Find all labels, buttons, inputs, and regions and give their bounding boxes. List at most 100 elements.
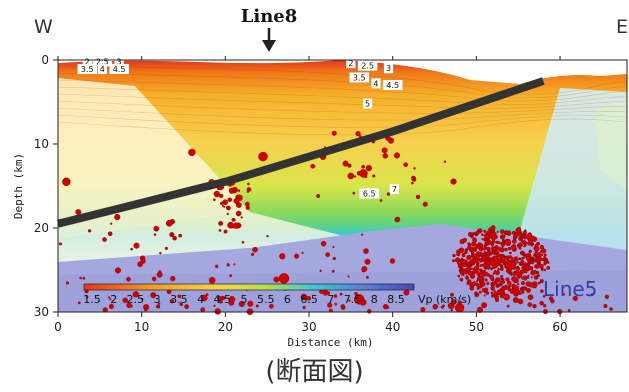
- earthquake: [474, 254, 480, 260]
- earthquake: [200, 294, 208, 302]
- earthquake: [266, 234, 269, 238]
- earthquake: [226, 212, 229, 216]
- colorbar-tick-label: 4.5: [214, 293, 232, 306]
- contour-label-box: [82, 56, 92, 67]
- earthquake: [527, 259, 531, 264]
- earthquake: [537, 281, 541, 285]
- line8-label: Line8: [241, 6, 298, 27]
- earthquake: [218, 229, 222, 232]
- earthquake: [122, 297, 129, 304]
- earthquake: [590, 293, 594, 296]
- earthquake: [228, 187, 235, 194]
- contour-label-box: [114, 56, 124, 67]
- earthquake: [481, 255, 487, 261]
- earthquake: [226, 263, 230, 267]
- earthquake: [386, 192, 391, 196]
- earthquake: [218, 221, 224, 226]
- earthquake: [513, 278, 519, 284]
- earthquake: [516, 261, 519, 264]
- x-tick-label: 20: [218, 320, 233, 334]
- earthquake: [540, 267, 544, 271]
- earthquake: [490, 281, 496, 287]
- earthquake: [527, 302, 533, 307]
- y-axis-label: Depth (km): [12, 153, 25, 219]
- earthquake: [411, 177, 417, 182]
- earthquake: [483, 245, 488, 250]
- contour-label: 4.5: [113, 65, 126, 74]
- earthquake: [483, 287, 489, 293]
- earthquake: [478, 246, 484, 252]
- earthquake: [478, 290, 482, 294]
- earthquake: [214, 308, 221, 315]
- velocity-contour: [58, 100, 627, 114]
- earthquake: [382, 303, 389, 310]
- earthquake: [228, 296, 236, 303]
- earthquake: [527, 232, 533, 238]
- earthquake: [496, 260, 501, 266]
- contour-label-box: [349, 72, 370, 83]
- y-tick-label: 10: [34, 137, 49, 151]
- x-tick-label: 10: [134, 320, 149, 334]
- earthquake: [169, 299, 175, 304]
- earthquake: [452, 253, 456, 258]
- earthquake: [172, 235, 177, 241]
- west-label: W: [34, 16, 53, 38]
- earthquake: [468, 231, 473, 236]
- line8-arrow-icon: [262, 28, 276, 52]
- earthquake: [562, 293, 566, 296]
- earthquake: [348, 299, 351, 302]
- earthquake: [235, 210, 242, 217]
- earthquake: [470, 267, 474, 270]
- earthquake: [527, 274, 530, 278]
- earthquake: [114, 267, 121, 274]
- earthquake: [546, 265, 551, 270]
- earthquake: [494, 295, 499, 301]
- earthquake: [536, 261, 540, 265]
- earthquake: [528, 282, 534, 288]
- velocity-contour: [58, 65, 627, 95]
- earthquake: [471, 281, 477, 287]
- earthquake: [347, 275, 350, 278]
- contour-label-box: [346, 58, 356, 69]
- earthquake: [458, 247, 465, 254]
- earthquake: [109, 298, 112, 301]
- earthquake: [540, 289, 544, 293]
- earthquake: [506, 280, 512, 286]
- contour-label: 3.5: [81, 65, 94, 74]
- earthquake: [213, 304, 216, 307]
- earthquake: [140, 258, 146, 264]
- earthquake: [502, 234, 506, 238]
- earthquake: [233, 198, 240, 204]
- earthquake: [527, 263, 531, 267]
- earthquake: [492, 237, 496, 241]
- earthquake: [170, 275, 176, 282]
- velocity-contour: [58, 93, 627, 109]
- earthquake: [79, 276, 82, 280]
- fault-trace: [57, 77, 545, 228]
- x-tick-label: 40: [385, 320, 400, 334]
- earthquake: [457, 263, 462, 268]
- earthquake: [516, 226, 522, 231]
- earthquake: [526, 288, 531, 293]
- contour-label-box: [92, 56, 113, 67]
- earthquake: [347, 163, 352, 168]
- earthquake: [379, 199, 383, 202]
- earthquake: [512, 297, 519, 303]
- contour-label: 2: [85, 58, 90, 67]
- contour-label: 7: [392, 185, 397, 194]
- contour-label-box: [109, 64, 129, 75]
- earthquake: [500, 242, 504, 246]
- earthquake: [460, 257, 463, 260]
- earthquake: [465, 275, 469, 280]
- earthquake: [480, 281, 486, 287]
- earthquake: [525, 263, 528, 266]
- earthquake: [479, 264, 483, 267]
- earthquake: [536, 241, 540, 246]
- contour-label: 2: [348, 59, 353, 68]
- earthquake: [151, 276, 157, 282]
- earthquake: [497, 268, 501, 271]
- earthquake: [306, 295, 311, 301]
- earthquake: [240, 216, 243, 219]
